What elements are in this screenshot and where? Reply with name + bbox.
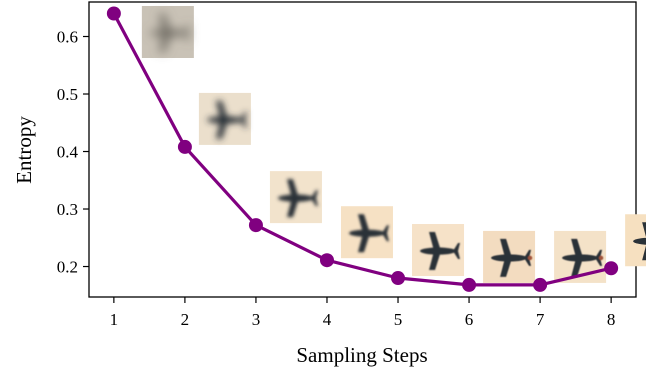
data-point — [462, 277, 477, 292]
entropy-line — [112, 12, 612, 287]
x-tick-label: 8 — [607, 310, 616, 329]
airplane-thumbnail — [141, 6, 194, 58]
airplane-thumbnail — [412, 224, 465, 277]
data-point — [177, 139, 192, 154]
x-tick-label: 3 — [252, 310, 261, 329]
data-point — [248, 218, 263, 233]
x-tick-label: 4 — [323, 310, 332, 329]
x-tick-label: 5 — [394, 310, 403, 329]
y-axis-title: Entropy — [12, 116, 36, 184]
plot-frame — [88, 1, 637, 298]
y-tick-label: 0.2 — [57, 258, 78, 277]
y-tick-label: 0.4 — [57, 143, 79, 162]
data-point — [319, 253, 334, 268]
y-tick-label: 0.6 — [57, 28, 78, 47]
airplane-thumbnail — [340, 206, 393, 259]
data-point — [604, 261, 619, 276]
airplane-thumbnail — [625, 214, 646, 267]
y-tick-label: 0.3 — [57, 200, 78, 219]
y-tick-label: 0.5 — [57, 85, 78, 104]
x-axis-title: Sampling Steps — [296, 343, 427, 367]
data-point — [106, 6, 121, 21]
x-tick-label: 1 — [110, 310, 119, 329]
x-tick-label: 6 — [465, 310, 474, 329]
airplane-thumbnail — [483, 230, 536, 283]
airplane-thumbnail — [269, 171, 322, 224]
airplane-thumbnail — [198, 92, 251, 145]
x-tick-label: 2 — [181, 310, 190, 329]
x-tick-label: 7 — [536, 310, 545, 329]
data-point — [533, 277, 548, 292]
data-point — [391, 271, 406, 286]
